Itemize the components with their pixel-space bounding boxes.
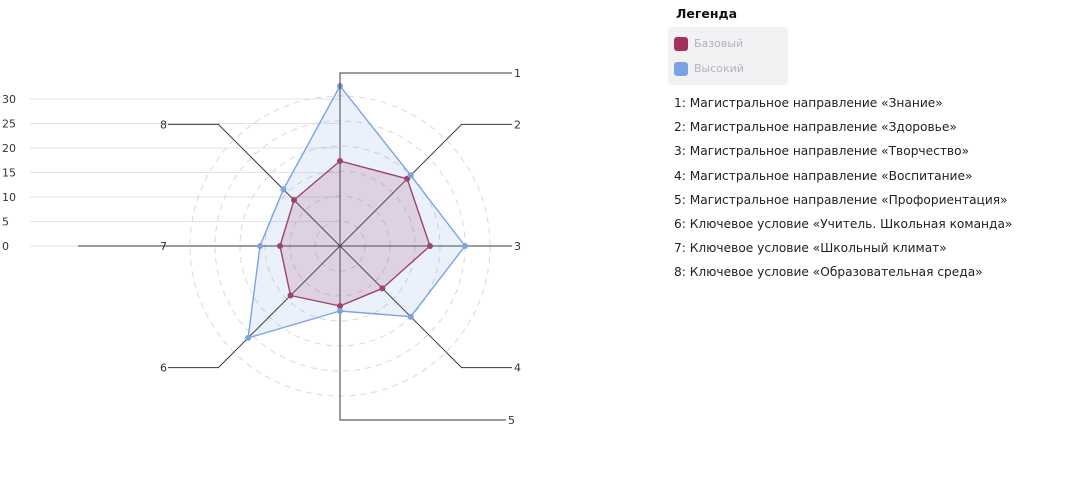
legend-label-high: Высокий [694,62,744,75]
scale-tick-label-5: 5 [2,216,9,229]
scale-tick-label-25: 25 [2,118,16,131]
legend-swatch-high [674,61,688,76]
axis-spoke-4 [339,245,447,353]
axis-leader-1 [339,72,512,96]
axis-leader-4 [445,351,512,369]
series-point-basic-6 [287,292,294,299]
legend-item-high[interactable]: Высокий [668,56,788,81]
axis-spoke-2 [339,139,447,247]
legend-title: Легенда [676,6,738,21]
axis-description-1: 1: Магистральное направление «Знание» [674,96,943,110]
axis-label-5: 5 [508,414,515,427]
series-point-basic-8 [291,197,297,203]
series-point-basic-1 [337,158,343,164]
series-point-high-7 [257,243,263,249]
axis-description-list: 1: Магистральное направление «Знание» 2:… [674,91,1068,285]
axis-label-7: 7 [160,240,167,253]
scale-tick-label-15: 15 [2,167,16,180]
axis-label-3: 3 [514,240,521,253]
series-point-basic-7 [277,243,283,249]
series-point-high-8 [280,186,287,193]
axis-label-4: 4 [514,362,521,375]
series-point-high-6 [245,334,252,341]
scale-tick-label-20: 20 [2,142,16,155]
series-point-basic-5 [337,303,343,309]
radar-series [245,83,468,341]
axis-label-6: 6 [160,362,167,375]
series-point-high-2 [407,172,414,179]
series-point-high-3 [462,243,468,249]
axis-description-6: 6: Ключевое условие «Учитель. Школьная к… [674,216,1013,231]
axis-leader-lines: 1 2 3 4 5 6 7 8 [78,67,521,427]
axis-leader-6 [168,351,235,369]
legend-label-basic: Базовый [694,37,744,50]
axis-spoke-6 [233,245,341,353]
axis-leader-8 [168,123,235,141]
axis-description-2: 2: Магистральное направление «Здоровье» [674,120,957,135]
scale-tick-label-0: 0 [2,240,9,253]
radial-scale: 0 5 10 15 20 25 30 [2,93,340,253]
axis-label-1: 1 [514,67,521,80]
axis-description-4: 4: Магистральное направление «Воспитание… [674,168,973,183]
radar-chart: 0 5 10 15 20 25 30 1 2 3 4 5 6 7 8 [2,67,521,427]
series-point-high-5 [337,308,343,314]
legend-panel: Легенда Базовый Высокий 1: Магистральное… [668,6,1068,285]
legend-box: Базовый Высокий [668,27,788,85]
series-point-basic-4 [379,285,386,292]
axis-description-7: 7: Ключевое условие «Школьный климат» [674,241,947,256]
series-point-high-4 [407,313,414,320]
legend-swatch-basic [674,36,688,51]
series-point-basic-3 [427,243,433,249]
axis-leader-2 [445,123,512,141]
axis-spoke-8 [233,139,341,247]
axis-label-2: 2 [514,118,521,131]
axis-description-8: 8: Ключевое условие «Образовательная сре… [674,265,983,280]
axis-description-5: 5: Магистральное направление «Профориент… [674,192,1008,207]
axis-label-8: 8 [160,118,167,131]
axis-description-3: 3: Магистральное направление «Творчество… [674,144,970,159]
axis-leader-5 [339,396,506,421]
scale-tick-label-30: 30 [2,93,16,106]
legend-item-basic[interactable]: Базовый [668,31,788,56]
scale-tick-label-10: 10 [2,191,16,204]
